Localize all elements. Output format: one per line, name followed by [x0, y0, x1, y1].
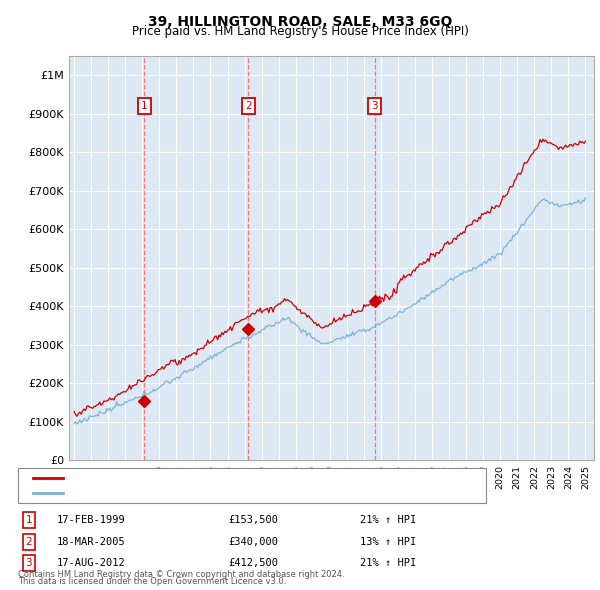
Text: 21% ↑ HPI: 21% ↑ HPI [360, 558, 416, 568]
Text: 1: 1 [141, 101, 148, 111]
Text: 2: 2 [245, 101, 251, 111]
Text: 18-MAR-2005: 18-MAR-2005 [57, 537, 126, 546]
Text: This data is licensed under the Open Government Licence v3.0.: This data is licensed under the Open Gov… [18, 578, 286, 586]
Text: £153,500: £153,500 [228, 516, 278, 525]
Text: Contains HM Land Registry data © Crown copyright and database right 2024.: Contains HM Land Registry data © Crown c… [18, 571, 344, 579]
Text: £412,500: £412,500 [228, 558, 278, 568]
Text: HPI: Average price, detached house, Trafford: HPI: Average price, detached house, Traf… [69, 488, 302, 498]
Text: 13% ↑ HPI: 13% ↑ HPI [360, 537, 416, 546]
Text: 39, HILLINGTON ROAD, SALE, M33 6GQ (detached house): 39, HILLINGTON ROAD, SALE, M33 6GQ (deta… [69, 473, 368, 483]
Text: 17-AUG-2012: 17-AUG-2012 [57, 558, 126, 568]
Text: 3: 3 [25, 558, 32, 568]
Text: 17-FEB-1999: 17-FEB-1999 [57, 516, 126, 525]
Text: 3: 3 [371, 101, 378, 111]
Text: Price paid vs. HM Land Registry's House Price Index (HPI): Price paid vs. HM Land Registry's House … [131, 25, 469, 38]
Text: £340,000: £340,000 [228, 537, 278, 546]
Text: 39, HILLINGTON ROAD, SALE, M33 6GQ: 39, HILLINGTON ROAD, SALE, M33 6GQ [148, 15, 452, 29]
Text: 21% ↑ HPI: 21% ↑ HPI [360, 516, 416, 525]
Text: 1: 1 [25, 516, 32, 525]
Text: 2: 2 [25, 537, 32, 546]
